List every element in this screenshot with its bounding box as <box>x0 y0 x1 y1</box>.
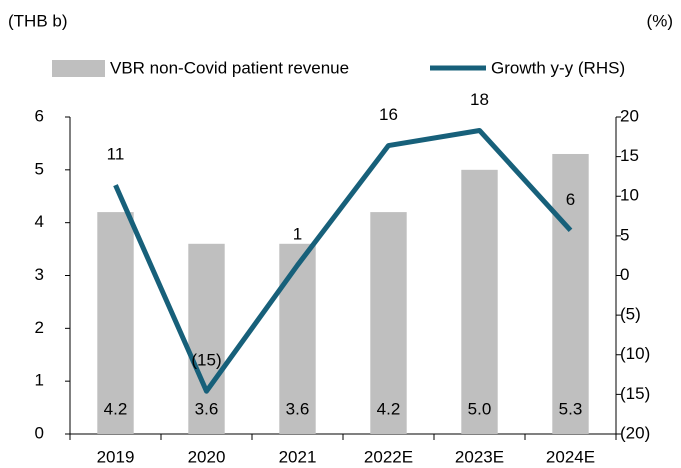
bar <box>461 169 498 435</box>
line-value-label: (15) <box>191 351 221 370</box>
bar-value-label: 3.6 <box>286 399 310 418</box>
bar-value-label: 5.3 <box>559 399 583 418</box>
y-tick-label: 0 <box>35 423 44 442</box>
bar <box>552 153 589 434</box>
line-value-label: 18 <box>470 90 489 109</box>
y2-tick-label: (10) <box>620 344 650 363</box>
bar-value-label: 4.2 <box>104 399 128 418</box>
legend-label: Growth y-y (RHS) <box>491 58 625 77</box>
x-tick-label: 2019 <box>97 447 135 466</box>
y2-tick-label: 15 <box>620 146 639 165</box>
line <box>113 127 573 394</box>
legend-swatch <box>52 60 105 77</box>
y-tick-label: 5 <box>35 159 44 178</box>
bar <box>370 212 407 434</box>
y2-tick-label: 10 <box>620 186 639 205</box>
bar-value-label: 4.2 <box>377 399 401 418</box>
x-tick-label: 2021 <box>279 447 317 466</box>
y2-axis-label: (%) <box>647 11 673 30</box>
x-tick-label: 2020 <box>188 447 226 466</box>
line-value-label: 16 <box>379 105 398 124</box>
y2-tick-label: 0 <box>620 265 629 284</box>
y-tick-label: 6 <box>35 106 44 125</box>
y2-tick-label: 5 <box>620 225 629 244</box>
bar <box>279 243 316 434</box>
y-tick-label: 1 <box>35 371 44 390</box>
y2-tick-label: (20) <box>620 423 650 442</box>
y2-tick-label: (5) <box>620 305 641 324</box>
line-value-label: 1 <box>293 225 302 244</box>
y-tick-label: 2 <box>35 318 44 337</box>
line-value-label: 6 <box>566 190 575 209</box>
bar-value-label: 3.6 <box>195 399 219 418</box>
x-tick-label: 2022E <box>364 447 413 466</box>
y2-tick-label: 20 <box>620 106 639 125</box>
legend-label: VBR non-Covid patient revenue <box>110 58 349 77</box>
bar <box>97 212 134 434</box>
bar <box>188 243 225 434</box>
y-axis-label: (THB b) <box>8 11 68 30</box>
y-tick-label: 3 <box>35 265 44 284</box>
bar-value-label: 5.0 <box>468 399 492 418</box>
line-value-label: 11 <box>107 145 125 164</box>
y2-tick-label: (15) <box>620 384 650 403</box>
x-tick-label: 2023E <box>455 447 504 466</box>
y-tick-label: 4 <box>35 212 44 231</box>
x-tick-label: 2024E <box>546 447 595 466</box>
